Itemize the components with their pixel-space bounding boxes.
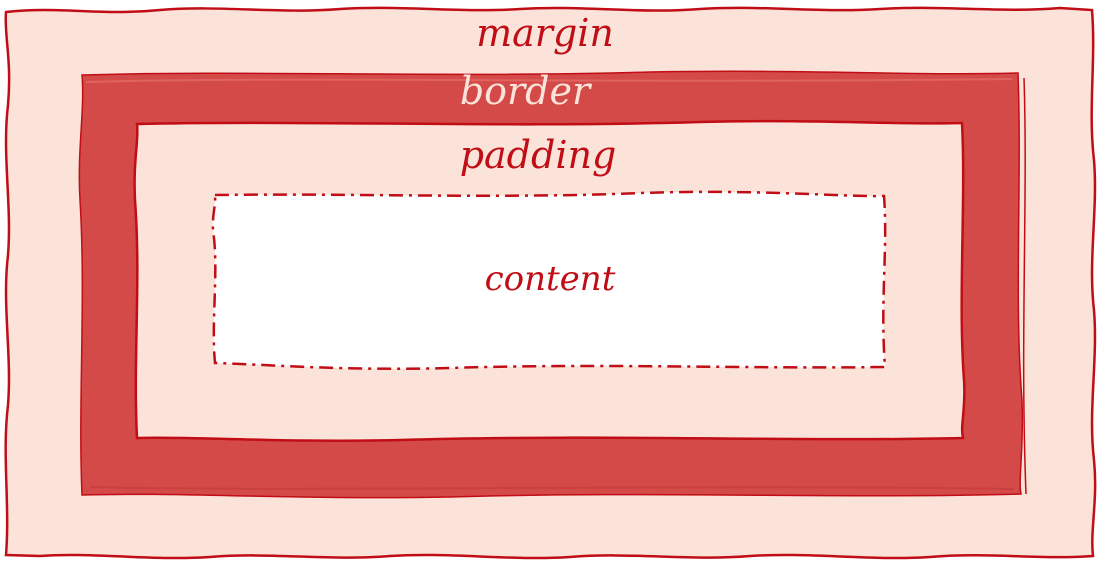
content-box <box>211 190 887 370</box>
border-label: border <box>460 69 593 113</box>
border-sketch-right <box>1022 77 1027 495</box>
margin-label: margin <box>476 11 614 55</box>
border-sketch-top <box>85 78 1013 83</box>
border-sketch-bottom <box>89 486 1015 490</box>
padding-label: padding <box>460 133 617 177</box>
content-label: content <box>485 259 616 299</box>
